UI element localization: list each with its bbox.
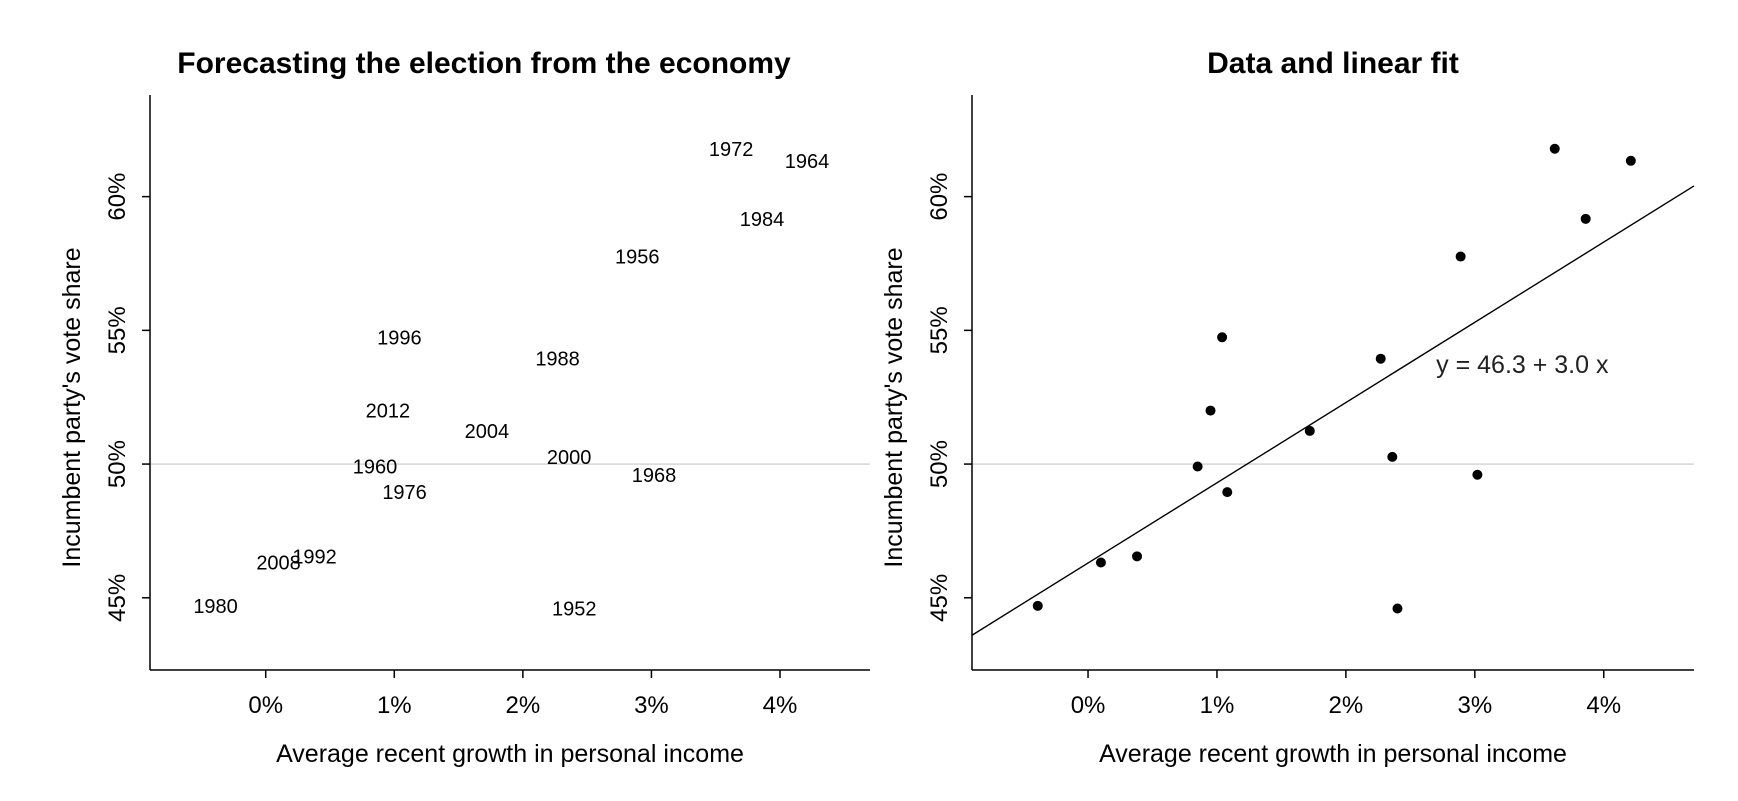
fit-line — [971, 185, 1695, 636]
data-point — [1095, 557, 1106, 568]
point-label-2000: 2000 — [547, 447, 592, 469]
fit-equation-label: y = 46.3 + 3.0 x — [1436, 351, 1609, 379]
x-tick-label: 3% — [1457, 692, 1492, 719]
x-tick-label: 4% — [763, 692, 798, 719]
panel-linear-fit: Data and linear fit 0% 1% 2% 3% 4% 45% 50% 55% 60… — [880, 47, 1695, 768]
chart-title: Forecasting the election from the econom… — [177, 47, 791, 80]
x-axis-label: Average recent growth in personal income — [1099, 740, 1567, 768]
data-point — [1032, 600, 1043, 611]
data-point — [1549, 143, 1560, 154]
y-axis-label: Incumbent party's vote share — [880, 247, 908, 567]
x-tick-label: 0% — [248, 692, 283, 719]
point-label-1988: 1988 — [535, 349, 580, 371]
data-point — [1222, 487, 1233, 498]
point-label-1956: 1956 — [615, 247, 660, 269]
y-axis-label: Incumbent party's vote share — [58, 247, 86, 567]
data-point — [1192, 461, 1203, 472]
y-tick-label: 45% — [926, 574, 953, 622]
x-tick-label: 3% — [634, 692, 669, 719]
y-tick-label: 55% — [104, 306, 131, 354]
data-point — [1392, 603, 1403, 614]
x-tick-label: 2% — [1329, 692, 1364, 719]
data-point — [1375, 353, 1386, 364]
x-tick-label: 1% — [1200, 692, 1235, 719]
x-axis-label: Average recent growth in personal income — [276, 740, 744, 768]
y-tick-label: 50% — [104, 440, 131, 488]
data-point — [1455, 251, 1466, 262]
x-tick-label: 2% — [506, 692, 541, 719]
data-point — [1472, 469, 1483, 480]
point-label-2004: 2004 — [465, 421, 510, 443]
y-tick-label: 55% — [926, 306, 953, 354]
point-label-1976: 1976 — [382, 482, 427, 504]
data-point — [1625, 155, 1636, 166]
point-label-1980: 1980 — [193, 596, 238, 618]
y-tick-label: 60% — [926, 173, 953, 221]
data-point — [1387, 451, 1398, 462]
point-label-1960: 1960 — [353, 456, 398, 478]
panel-forecasting: Forecasting the election from the econom… — [58, 47, 870, 768]
point-label-2008: 2008 — [256, 552, 301, 574]
data-point — [1304, 425, 1315, 436]
data-point — [1580, 213, 1591, 224]
x-tick-label: 1% — [377, 692, 412, 719]
data-point — [1217, 332, 1228, 343]
point-label-1996: 1996 — [377, 327, 422, 349]
point-label-1984: 1984 — [740, 209, 785, 231]
x-tick-label: 0% — [1071, 692, 1106, 719]
data-point — [1205, 405, 1216, 416]
x-tick-label: 4% — [1586, 692, 1621, 719]
y-tick-label: 50% — [926, 440, 953, 488]
point-label-1972: 1972 — [709, 139, 754, 161]
point-label-1968: 1968 — [632, 465, 677, 487]
point-label-2012: 2012 — [366, 401, 411, 423]
y-tick-label: 60% — [104, 173, 131, 221]
chart-title: Data and linear fit — [1207, 47, 1459, 80]
data-point — [1132, 551, 1143, 562]
point-label-1964: 1964 — [785, 151, 830, 173]
point-label-1952: 1952 — [552, 598, 597, 620]
point-label-1992: 1992 — [292, 546, 337, 568]
y-tick-label: 45% — [104, 574, 131, 622]
